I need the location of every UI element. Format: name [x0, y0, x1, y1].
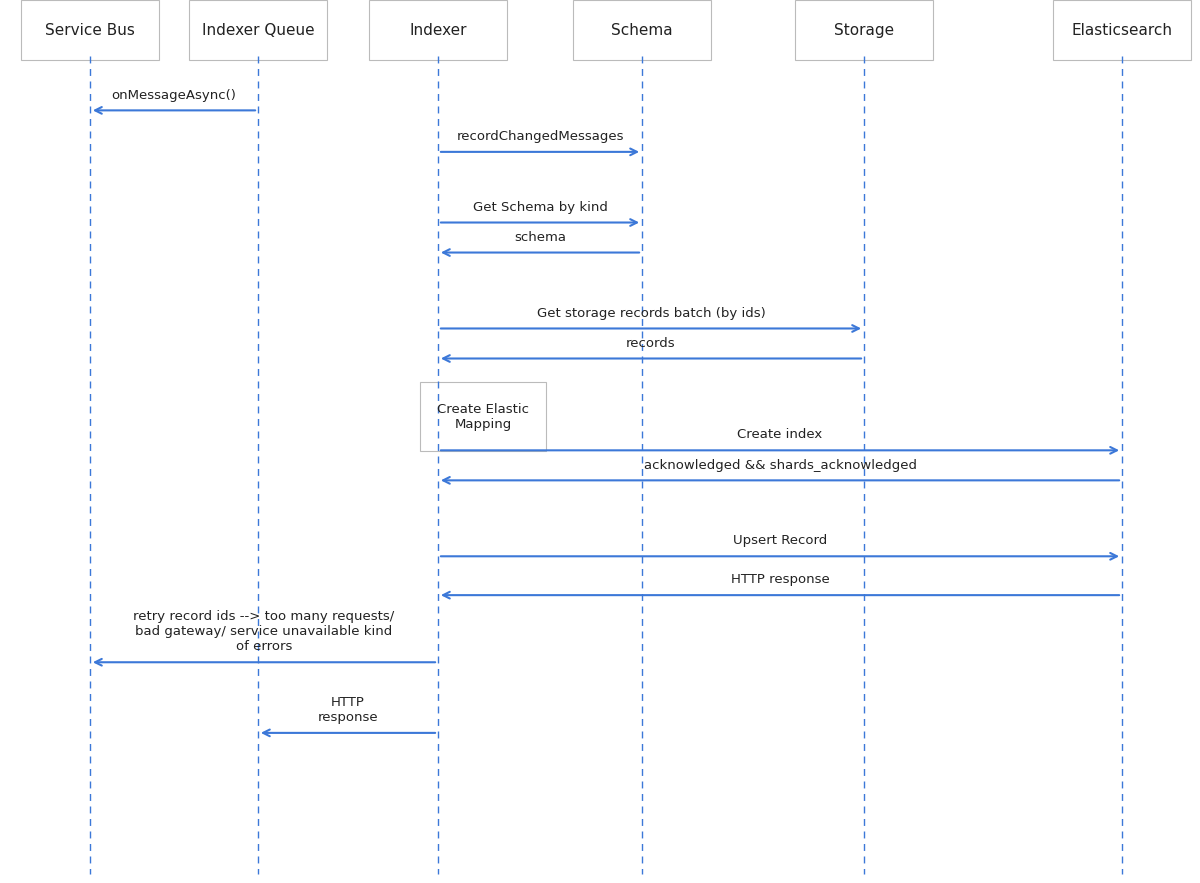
- Text: Create index: Create index: [737, 428, 823, 442]
- Text: records: records: [626, 336, 676, 350]
- Text: HTTP
response: HTTP response: [318, 696, 378, 724]
- FancyBboxPatch shape: [796, 0, 934, 60]
- Text: recordChangedMessages: recordChangedMessages: [456, 130, 624, 143]
- Text: Get Schema by kind: Get Schema by kind: [473, 200, 607, 214]
- Text: Upsert Record: Upsert Record: [733, 534, 827, 547]
- Text: Service Bus: Service Bus: [46, 23, 134, 37]
- Text: Indexer: Indexer: [409, 23, 467, 37]
- Text: HTTP response: HTTP response: [731, 573, 829, 586]
- FancyBboxPatch shape: [20, 0, 158, 60]
- Text: Schema: Schema: [611, 23, 673, 37]
- Text: schema: schema: [514, 230, 566, 244]
- Text: Elasticsearch: Elasticsearch: [1072, 23, 1172, 37]
- Text: Create Elastic
Mapping: Create Elastic Mapping: [437, 403, 529, 431]
- Text: acknowledged && shards_acknowledged: acknowledged && shards_acknowledged: [643, 458, 917, 472]
- FancyBboxPatch shape: [190, 0, 326, 60]
- Text: Storage: Storage: [834, 23, 894, 37]
- FancyBboxPatch shape: [1054, 0, 1190, 60]
- Text: Indexer Queue: Indexer Queue: [202, 23, 314, 37]
- Text: Get storage records batch (by ids): Get storage records batch (by ids): [536, 306, 766, 320]
- FancyBboxPatch shape: [574, 0, 710, 60]
- Text: retry record ids --> too many requests/
bad gateway/ service unavailable kind
of: retry record ids --> too many requests/ …: [133, 610, 395, 653]
- FancyBboxPatch shape: [420, 382, 546, 451]
- FancyBboxPatch shape: [370, 0, 508, 60]
- Text: onMessageAsync(): onMessageAsync(): [112, 88, 236, 102]
